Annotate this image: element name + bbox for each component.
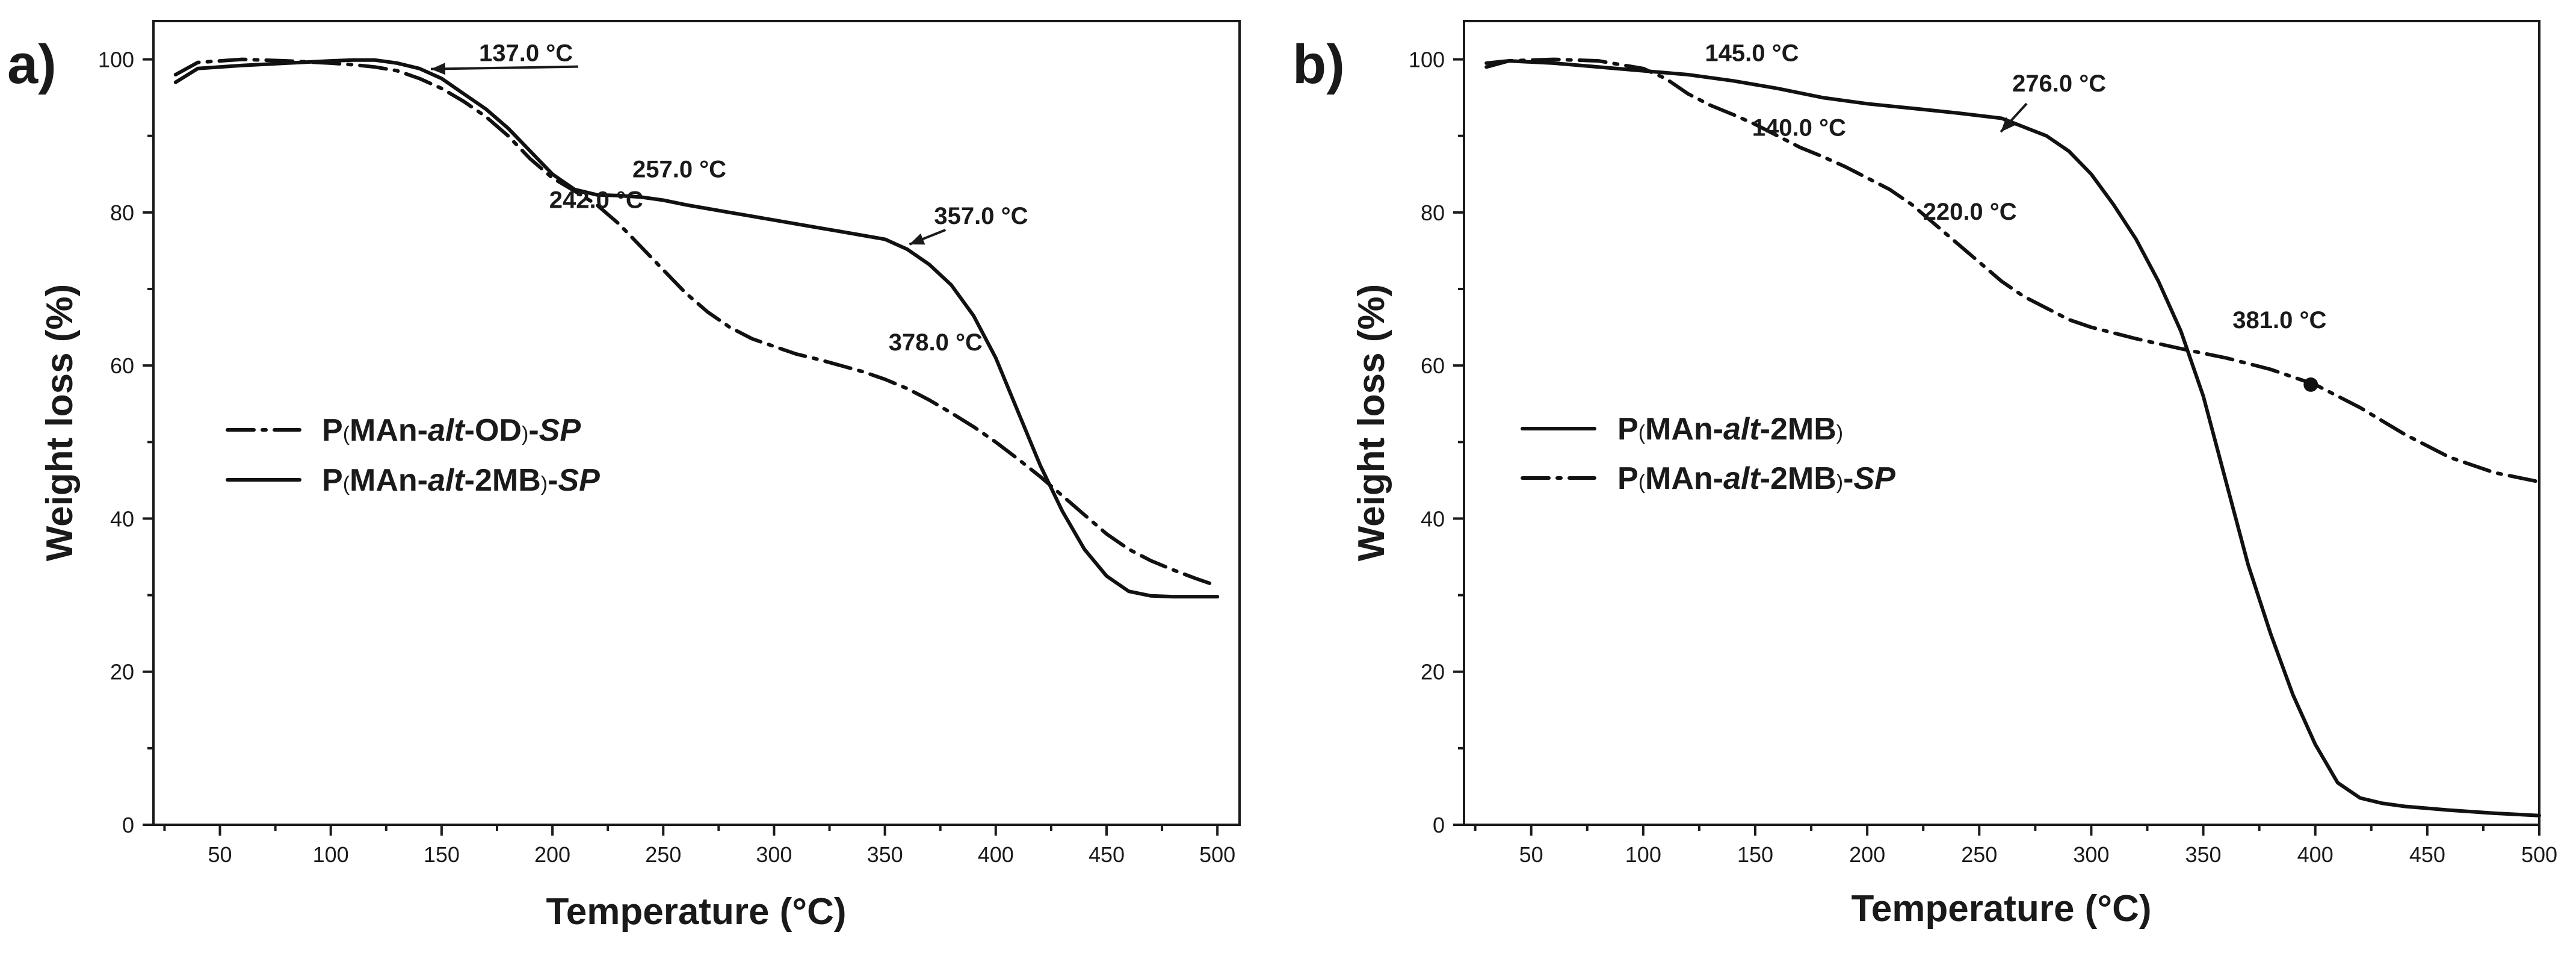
panel-b-y-axis-title: Weight loss (%) [1351, 284, 1392, 561]
legend-label-a-od: P(MAn-alt-OD)-SP [322, 413, 581, 448]
series-line-b_2mb_sp [1484, 57, 2541, 484]
y-tick-label: 60 [110, 353, 134, 378]
x-tick-label: 350 [2185, 842, 2222, 867]
x-tick-label: 150 [424, 842, 460, 867]
y-tick-label: 20 [1421, 660, 1445, 684]
panel-b-legend: P(MAn-alt-2MB) P(MAn-alt-2MB)-SP [1521, 412, 1895, 496]
annotation-label: 378.0 °C [889, 329, 983, 356]
panel-a-y-axis-title: Weight loss (%) [39, 284, 81, 561]
panel-b-ticks: 50 100 150 200 250 300 350 400 450 500 0 20 40 60 80 10… [1409, 48, 2557, 867]
annotation-label: 145.0 °C [1705, 40, 1799, 67]
panel-b-curves [1484, 57, 2541, 818]
annotation-label: 276.0 °C [2012, 70, 2106, 97]
panel-a: a) 50 100 150 200 250 300 350 400 450 500 0 20 40 60 8… [7, 20, 1241, 933]
y-tick-label: 80 [1421, 200, 1445, 225]
annotation-label: 140.0 °C [1752, 115, 1846, 141]
annotation-label: 357.0 °C [934, 203, 1028, 229]
legend-label-a-2mb: P(MAn-alt-2MB)-SP [322, 463, 600, 498]
y-tick-label: 100 [1409, 48, 1445, 72]
y-tick-label: 100 [98, 48, 134, 72]
x-tick-label: 50 [208, 842, 232, 867]
y-tick-label: 20 [110, 660, 134, 684]
panel-a-label: a) [7, 34, 57, 95]
x-tick-label: 450 [2409, 842, 2445, 867]
series-line-a_od [173, 57, 1220, 588]
annotation-label: 137.0 °C [479, 40, 573, 67]
panel-a-frame [152, 20, 1241, 826]
x-tick-label: 350 [867, 842, 903, 867]
x-tick-label: 450 [1089, 842, 1125, 867]
x-tick-label: 100 [1625, 842, 1661, 867]
annotation-label: 381.0 °C [2232, 307, 2326, 334]
series-line-a_2mb [173, 58, 1220, 599]
x-tick-label: 400 [978, 842, 1014, 867]
y-tick-label: 40 [110, 506, 134, 531]
panel-a-ticks: 50 100 150 200 250 300 350 400 450 500 0 20 40 60 80 10… [98, 48, 1235, 867]
x-tick-label: 400 [2297, 842, 2334, 867]
panel-a-annotations: 137.0 °C 257.0 °C 242.0 °C 357.0 °C 378.0 °C [430, 40, 1028, 356]
legend-label-b-2mb: P(MAn-alt-2MB) [1617, 412, 1843, 447]
x-tick-label: 300 [756, 842, 792, 867]
panel-b-frame [1463, 20, 2540, 826]
panel-b: b) 50 100 150 200 250 300 350 400 450 500 0 20 40 60 8… [1293, 20, 2557, 930]
y-tick-label: 80 [110, 200, 134, 225]
x-tick-label: 500 [1199, 842, 1235, 867]
panel-a-x-axis-title: Temperature (°C) [546, 891, 846, 933]
x-tick-label: 250 [1961, 842, 1997, 867]
y-tick-label: 0 [1433, 813, 1445, 837]
annotation-arrow-shaft [430, 65, 579, 70]
x-tick-label: 50 [1519, 842, 1543, 867]
annotation-label: 220.0 °C [1923, 199, 2017, 225]
x-tick-label: 150 [1737, 842, 1773, 867]
legend-label-b-2mb-sp: P(MAn-alt-2MB)-SP [1617, 461, 1895, 496]
series-line-b_2mb [1484, 59, 2541, 818]
panel-a-legend: P(MAn-alt-OD)-SP P(MAn-alt-2MB)-SP [226, 413, 600, 498]
x-tick-label: 500 [2521, 842, 2557, 867]
panel-b-label: b) [1293, 34, 1345, 95]
y-tick-label: 0 [122, 813, 134, 837]
x-tick-label: 300 [2073, 842, 2109, 867]
annotation-arrow-head [909, 233, 925, 245]
panel-a-curves [173, 57, 1220, 599]
panel-b-annotations: 145.0 °C 140.0 °C 220.0 °C 276.0 °C 381.0 °C [1705, 40, 2326, 392]
x-tick-label: 250 [645, 842, 681, 867]
annotation-arrow-head [431, 63, 446, 75]
x-tick-label: 200 [1849, 842, 1885, 867]
annotation-arrow-head [2001, 117, 2015, 132]
panel-b-x-axis-title: Temperature (°C) [1851, 888, 2151, 930]
annotation-marker [2303, 377, 2318, 392]
y-tick-label: 40 [1421, 506, 1445, 531]
x-tick-label: 200 [534, 842, 570, 867]
y-tick-label: 60 [1421, 353, 1445, 378]
annotation-label: 242.0 °C [549, 187, 643, 213]
x-tick-label: 100 [313, 842, 349, 867]
annotation-label: 257.0 °C [632, 156, 726, 182]
